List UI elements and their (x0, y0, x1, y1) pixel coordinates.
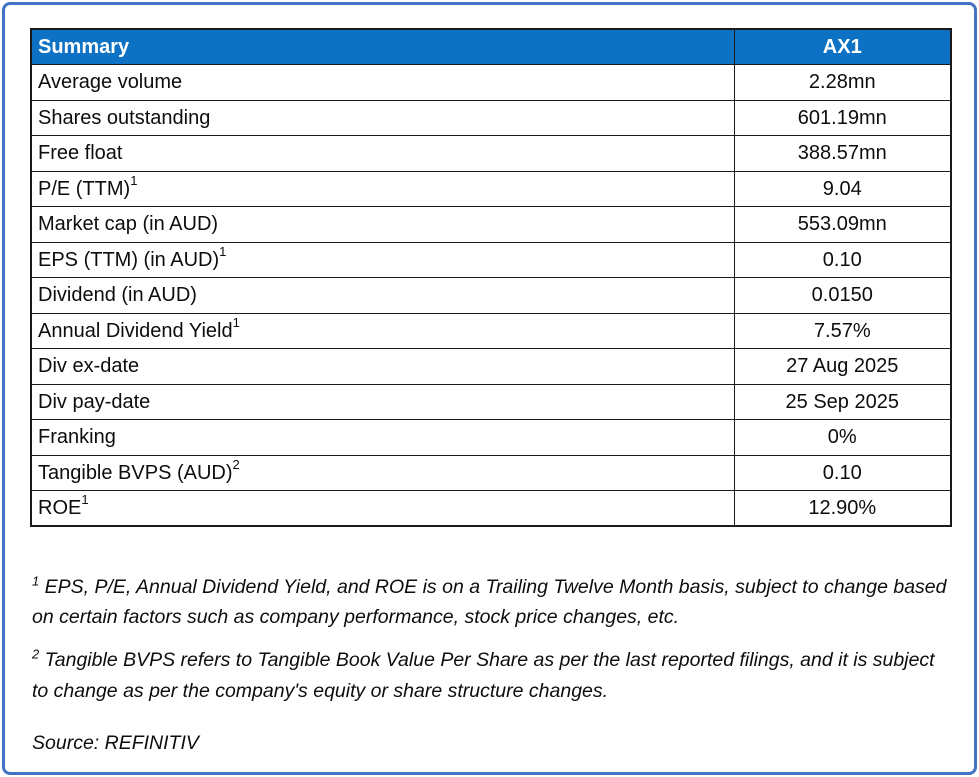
row-label: Market cap (in AUD) (38, 213, 219, 236)
row-label-cell: EPS (TTM) (in AUD)1 (30, 241, 735, 278)
row-label: Div ex-date (38, 355, 140, 378)
row-label-cell: Div ex-date (30, 348, 735, 385)
footnote: 1 EPS, P/E, Annual Dividend Yield, and R… (32, 572, 948, 632)
row-label-cell: Average volume (30, 64, 735, 101)
row-value-cell: 9.04 (733, 170, 952, 207)
row-value-cell: 0.0150 (733, 277, 952, 314)
row-value-cell: 12.90% (733, 490, 952, 527)
footnote-text: EPS, P/E, Annual Dividend Yield, and ROE… (32, 576, 947, 629)
table-row: P/E (TTM)1 9.04 (30, 170, 952, 207)
row-footnote-marker: 1 (219, 244, 227, 260)
row-value-cell: 0.10 (733, 454, 952, 491)
header-summary-label: Summary (30, 28, 735, 65)
row-label-cell: Shares outstanding (30, 99, 735, 136)
footnote-text: Tangible BVPS refers to Tangible Book Va… (32, 649, 935, 702)
table-row: Market cap (in AUD) 553.09mn (30, 206, 952, 243)
header-ticker-label: AX1 (733, 28, 952, 65)
summary-table: Summary AX1 Average volume 2.28mn Shares… (30, 28, 952, 527)
row-label: Dividend (in AUD) (38, 284, 197, 307)
row-label-cell: P/E (TTM)1 (30, 170, 735, 207)
row-label: Annual Dividend Yield (38, 319, 233, 342)
table-row: Free float 388.57mn (30, 135, 952, 172)
table-row: Tangible BVPS (AUD)2 0.10 (30, 454, 952, 491)
row-value-cell: 388.57mn (733, 135, 952, 172)
row-value-cell: 7.57% (733, 312, 952, 349)
header-row: Summary AX1 (30, 28, 952, 65)
row-value-cell: 601.19mn (733, 99, 952, 136)
row-label-cell: Market cap (in AUD) (30, 206, 735, 243)
summary-table-header: Summary AX1 (30, 28, 952, 65)
row-label: Franking (38, 426, 116, 449)
row-label-cell: Free float (30, 135, 735, 172)
row-label: EPS (TTM) (in AUD) (38, 248, 220, 271)
row-label-cell: Div pay-date (30, 383, 735, 420)
row-footnote-marker: 1 (81, 492, 89, 508)
row-value-cell: 25 Sep 2025 (733, 383, 952, 420)
table-row: Dividend (in AUD) 0.0150 (30, 277, 952, 314)
table-row: Average volume 2.28mn (30, 64, 952, 101)
table-row: Shares outstanding 601.19mn (30, 99, 952, 136)
footnotes-section: 1 EPS, P/E, Annual Dividend Yield, and R… (32, 572, 948, 755)
row-value-cell: 27 Aug 2025 (733, 348, 952, 385)
row-footnote-marker: 1 (130, 173, 138, 189)
table-row: EPS (TTM) (in AUD)1 0.10 (30, 241, 952, 278)
row-label: P/E (TTM) (38, 177, 131, 200)
row-label-cell: Dividend (in AUD) (30, 277, 735, 314)
row-label-cell: Annual Dividend Yield1 (30, 312, 735, 349)
footnote-marker: 1 (32, 573, 40, 589)
table-row: Div pay-date 25 Sep 2025 (30, 383, 952, 420)
row-value-cell: 0% (733, 419, 952, 456)
table-row: Annual Dividend Yield1 7.57% (30, 312, 952, 349)
table-row: Div ex-date 27 Aug 2025 (30, 348, 952, 385)
row-label-cell: ROE1 (30, 490, 735, 527)
table-row: Franking 0% (30, 419, 952, 456)
source-line: Source: REFINITIV (32, 731, 199, 754)
row-value-cell: 2.28mn (733, 64, 952, 101)
footnote: 2 Tangible BVPS refers to Tangible Book … (32, 645, 948, 705)
row-label: ROE (38, 497, 82, 519)
table-row: ROE1 12.90% (30, 490, 952, 527)
row-footnote-marker: 1 (232, 315, 240, 331)
row-label-cell: Tangible BVPS (AUD)2 (30, 454, 735, 491)
row-value-cell: 0.10 (733, 241, 952, 278)
row-label: Shares outstanding (38, 106, 211, 129)
summary-table-body: Average volume 2.28mn Shares outstanding… (30, 64, 952, 527)
row-value-cell: 553.09mn (733, 206, 952, 243)
footnotes-list: 1 EPS, P/E, Annual Dividend Yield, and R… (32, 572, 948, 706)
footnote-marker: 2 (32, 646, 40, 662)
row-footnote-marker: 2 (232, 457, 240, 473)
row-label: Free float (38, 142, 123, 165)
row-label: Div pay-date (38, 390, 151, 413)
row-label-cell: Franking (30, 419, 735, 456)
row-label: Average volume (38, 71, 183, 94)
row-label: Tangible BVPS (AUD) (38, 461, 233, 484)
